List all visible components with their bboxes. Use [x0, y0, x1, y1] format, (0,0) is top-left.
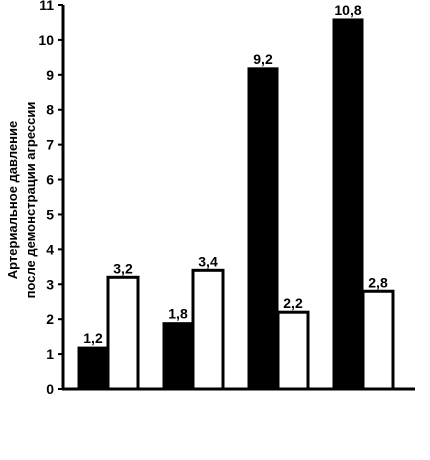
bar-group-1-white — [106, 275, 140, 391]
bars — [77, 18, 395, 391]
y-tick-label: 2 — [46, 311, 54, 327]
bar-value-label: 10,8 — [334, 2, 361, 18]
bar-value-label: 1,2 — [83, 330, 103, 346]
bar-value-label: 2,2 — [283, 295, 303, 311]
y-tick-label: 11 — [39, 0, 54, 13]
bar-group-1-black — [77, 346, 109, 390]
y-tick-label: 6 — [46, 172, 54, 188]
y-tick-label: 8 — [46, 102, 54, 118]
bar-group-4-black — [332, 18, 364, 390]
data-labels: 1,2 3,2 1,8 3,4 9,2 2,2 10,8 2,8 — [83, 2, 388, 346]
bar-group-3-white — [276, 310, 310, 391]
bar-value-label: 1,8 — [168, 306, 188, 322]
y-tick-label: 10 — [38, 32, 54, 48]
bar-group-2-white — [191, 268, 225, 391]
bar-value-label: 2,8 — [368, 274, 388, 290]
y-tick-label: 4 — [46, 241, 54, 257]
bar-value-label: 9,2 — [253, 51, 273, 67]
bar-group-3-black — [247, 67, 279, 390]
y-tick-label: 3 — [46, 276, 54, 292]
bar-value-label: 3,2 — [113, 260, 133, 276]
y-tick-label: 9 — [46, 67, 54, 83]
bar-group-4-white — [361, 289, 395, 391]
y-tick-label: 7 — [46, 137, 54, 153]
y-axis-label-line-2: после демонстрации агрессии — [23, 102, 38, 299]
bar-value-label: 3,4 — [198, 253, 218, 269]
bar-group-2-black — [162, 322, 194, 390]
y-tick-label: 5 — [46, 206, 54, 222]
y-axis-label-line-1: Артериальное давление — [5, 121, 20, 280]
y-tick-label: 1 — [46, 346, 54, 362]
y-axis-label: Артериальное давление после демонстрации… — [5, 102, 38, 299]
y-axis-ticks: 0 1 2 3 4 5 6 7 8 9 10 11 — [38, 0, 63, 397]
y-tick-label: 0 — [46, 381, 54, 397]
